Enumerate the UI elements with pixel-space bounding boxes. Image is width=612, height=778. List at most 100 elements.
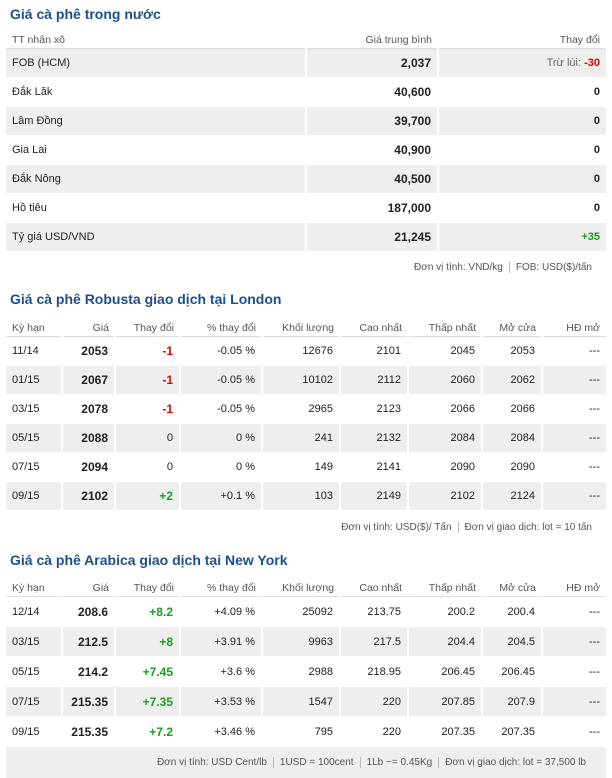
change-label: Trừ lùi: bbox=[546, 57, 582, 69]
cell: +7.2 bbox=[114, 716, 180, 747]
footnote-item: Đơn vị tính: USD Cent/lb bbox=[156, 757, 267, 768]
cell: 213.75 bbox=[339, 596, 408, 627]
cell: 2149 bbox=[339, 481, 408, 511]
row: 05/15 2088 0 0 % 241 2132 2084 2084 --- bbox=[6, 423, 606, 453]
cell: 207.35 bbox=[481, 716, 542, 747]
header-cell: % thay đổi bbox=[180, 316, 262, 337]
change-value: 0 bbox=[593, 115, 600, 127]
change-value: -30 bbox=[584, 57, 600, 69]
cell: +3.46 % bbox=[179, 716, 262, 747]
cell: --- bbox=[541, 596, 606, 627]
cell: 2066 bbox=[481, 394, 542, 424]
change-cell: 0 bbox=[437, 106, 606, 136]
footnote: Đơn vị tính: USD($)/ Tấn Đơn vị giao dịch… bbox=[0, 511, 612, 544]
cell: 206.45 bbox=[481, 656, 542, 687]
name-cell: Tỷ giá USD/VND bbox=[6, 222, 306, 252]
header-cell: Thay đổi bbox=[438, 28, 606, 49]
cell: 220 bbox=[339, 686, 408, 717]
cell: 206.45 bbox=[407, 656, 482, 687]
header-cell: Cao nhất bbox=[340, 576, 408, 597]
cell: 795 bbox=[261, 716, 340, 747]
cell: --- bbox=[541, 656, 606, 687]
cell: 01/15 bbox=[6, 365, 62, 395]
cell: -0.05 % bbox=[179, 394, 262, 424]
price-cell: 40,500 bbox=[305, 164, 438, 194]
cell: 2088 bbox=[61, 423, 115, 453]
cell: +7.35 bbox=[114, 686, 180, 717]
cell: +7.45 bbox=[114, 656, 180, 687]
cell: 204.5 bbox=[481, 626, 542, 657]
name-cell: Đắk Nông bbox=[6, 164, 306, 194]
name-cell: Lâm Đồng bbox=[6, 106, 306, 136]
header-cell: Thấp nhất bbox=[408, 316, 482, 337]
price-cell: 39,700 bbox=[305, 106, 438, 136]
price-cell: 40,900 bbox=[305, 135, 438, 165]
row: 12/14 208.6 +8.2 +4.09 % 25092 213.75 200.2 200… bbox=[6, 596, 606, 627]
cell: 25092 bbox=[261, 596, 340, 627]
cell: 241 bbox=[261, 423, 340, 453]
row: 03/15 212.5 +8 +3.91 % 9963 217.5 204.4 204.5 --… bbox=[6, 626, 606, 657]
header-row: Kỳ hạn Giá Thay đổi% thay đổi Khối lượng Cao… bbox=[6, 316, 606, 337]
cell: 2090 bbox=[407, 452, 482, 482]
price-cell: 21,245 bbox=[305, 222, 438, 252]
cell: 0 bbox=[114, 423, 180, 453]
cell: 215.35 bbox=[61, 716, 115, 747]
row: 07/15 2094 0 0 % 149 2141 2090 2090 --- bbox=[6, 452, 606, 482]
change-cell: 0 bbox=[437, 164, 606, 194]
cell: 03/15 bbox=[6, 626, 62, 657]
price-cell: 40,600 bbox=[305, 77, 438, 107]
cell: 207.35 bbox=[407, 716, 482, 747]
cell: 207.85 bbox=[407, 686, 482, 717]
header-cell: Khối lượng bbox=[262, 316, 340, 337]
cell: 220 bbox=[339, 716, 408, 747]
cell: 208.6 bbox=[61, 596, 115, 627]
change-value: 0 bbox=[593, 144, 600, 156]
cell: -0.05 % bbox=[179, 336, 262, 366]
cell: 0 % bbox=[179, 452, 262, 482]
footnote-item: FOB: USD($)/tấn bbox=[508, 261, 598, 273]
row: 09/15 2102 +2 +0.1 % 103 2149 2102 2124 --- bbox=[6, 481, 606, 511]
header-cell: Giá bbox=[62, 316, 115, 337]
cell: 204.4 bbox=[407, 626, 482, 657]
change-value: +35 bbox=[581, 231, 600, 243]
domestic-table: TT nhân xô Giá trung bình Thay đổi FOB (HCM… bbox=[6, 28, 606, 252]
cell: +3.53 % bbox=[179, 686, 262, 717]
price-cell: 187,000 bbox=[305, 193, 438, 223]
header-row: Kỳ hạn Giá Thay đổi% thay đổi Khối lượng Cao… bbox=[6, 576, 606, 597]
row: Hồ tiêu 187,000 0 bbox=[6, 193, 606, 223]
header-cell: Kỳ hạn bbox=[6, 576, 62, 597]
change-value: 0 bbox=[593, 86, 600, 98]
cell: 05/15 bbox=[6, 656, 62, 687]
cell: +4.09 % bbox=[179, 596, 262, 627]
arabica-table: Kỳ hạn Giá Thay đổi% thay đổi Khối lượng Cao… bbox=[6, 576, 606, 747]
cell: +0.1 % bbox=[179, 481, 262, 511]
cell: 2062 bbox=[481, 365, 542, 395]
cell: 03/15 bbox=[6, 394, 62, 424]
cell: 200.4 bbox=[481, 596, 542, 627]
cell: 2094 bbox=[61, 452, 115, 482]
cell: 2078 bbox=[61, 394, 115, 424]
cell: 2102 bbox=[407, 481, 482, 511]
change-cell: 0 bbox=[437, 135, 606, 165]
cell: --- bbox=[541, 481, 606, 511]
change-cell: Trừ lùi: -30 bbox=[437, 48, 606, 78]
cell: --- bbox=[541, 336, 606, 366]
cell: 212.5 bbox=[61, 626, 115, 657]
cell: 2060 bbox=[407, 365, 482, 395]
row: 03/15 2078 -1 -0.05 % 2965 2123 2066 2066 --- bbox=[6, 394, 606, 424]
cell: +8 bbox=[114, 626, 180, 657]
cell: 214.2 bbox=[61, 656, 115, 687]
section-title: Giá cà phê Robusta giao dịch tại London bbox=[10, 291, 282, 307]
row: 01/15 2067 -1 -0.05 % 10102 2112 2060 2062 --- bbox=[6, 365, 606, 395]
cell: 12676 bbox=[261, 336, 340, 366]
footnote-item: 1Lb ~= 0.45Kg bbox=[359, 757, 439, 768]
cell: 2101 bbox=[339, 336, 408, 366]
row: 09/15 215.35 +7.2 +3.46 % 795 220 207.35 207.35… bbox=[6, 716, 606, 747]
header-row: TT nhân xô Giá trung bình Thay đổi bbox=[6, 28, 606, 49]
header-cell: Khối lượng bbox=[262, 576, 340, 597]
cell: -1 bbox=[114, 394, 180, 424]
cell: --- bbox=[541, 686, 606, 717]
cell: 0 % bbox=[179, 423, 262, 453]
cell: 2045 bbox=[407, 336, 482, 366]
name-cell: Gia Lai bbox=[6, 135, 306, 165]
